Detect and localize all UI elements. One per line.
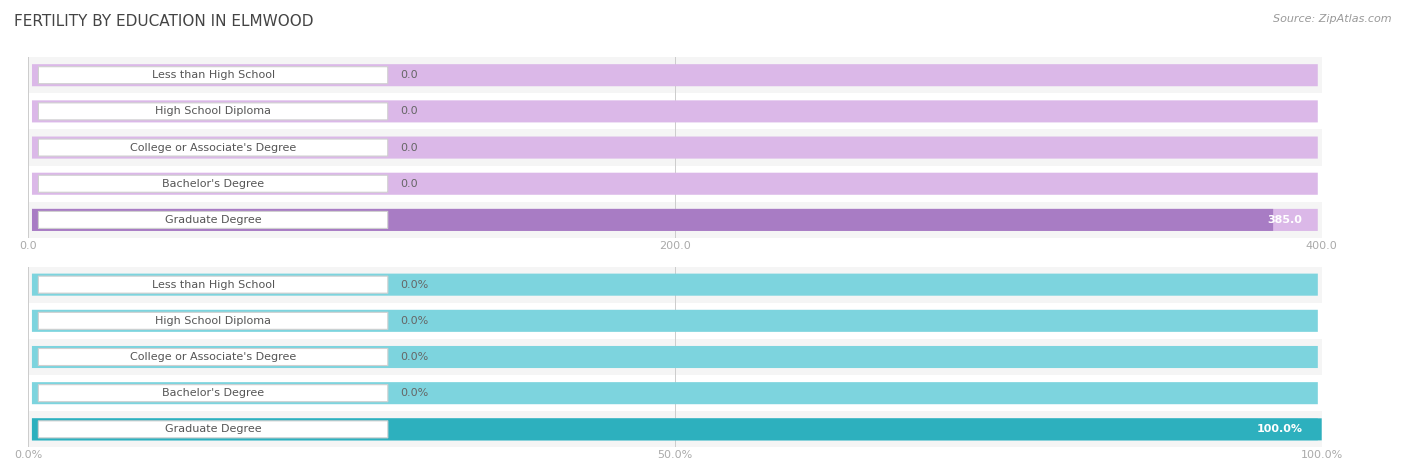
FancyBboxPatch shape [32,209,1317,231]
Bar [28,166,1322,202]
Bar [28,267,1322,303]
FancyBboxPatch shape [32,346,1317,368]
Text: Less than High School: Less than High School [152,279,274,290]
FancyBboxPatch shape [32,382,1317,404]
FancyBboxPatch shape [38,276,388,293]
Bar [28,202,1322,238]
Text: High School Diploma: High School Diploma [155,316,271,326]
Bar [28,411,1322,447]
Bar [28,93,1322,129]
FancyBboxPatch shape [32,100,1317,122]
FancyBboxPatch shape [38,175,388,192]
Text: 0.0: 0.0 [401,142,418,153]
FancyBboxPatch shape [38,103,388,120]
Text: 0.0%: 0.0% [401,352,429,362]
Bar [28,57,1322,93]
Text: FERTILITY BY EDUCATION IN ELMWOOD: FERTILITY BY EDUCATION IN ELMWOOD [14,14,314,30]
Text: 0.0%: 0.0% [401,388,429,398]
FancyBboxPatch shape [32,418,1322,440]
Text: Graduate Degree: Graduate Degree [165,424,262,435]
Text: College or Associate's Degree: College or Associate's Degree [129,142,297,153]
Text: High School Diploma: High School Diploma [155,106,271,117]
Text: 0.0%: 0.0% [401,279,429,290]
FancyBboxPatch shape [38,211,388,228]
FancyBboxPatch shape [32,209,1274,231]
Bar [28,303,1322,339]
FancyBboxPatch shape [38,139,388,156]
FancyBboxPatch shape [32,173,1317,195]
Bar [28,375,1322,411]
FancyBboxPatch shape [38,312,388,329]
Bar [28,129,1322,166]
FancyBboxPatch shape [32,418,1317,440]
Text: Less than High School: Less than High School [152,70,274,80]
Text: 0.0%: 0.0% [401,316,429,326]
FancyBboxPatch shape [38,385,388,402]
FancyBboxPatch shape [38,421,388,438]
Text: Bachelor's Degree: Bachelor's Degree [162,178,264,189]
FancyBboxPatch shape [32,310,1317,332]
Bar [28,339,1322,375]
FancyBboxPatch shape [38,348,388,366]
Text: 0.0: 0.0 [401,106,418,117]
Text: Bachelor's Degree: Bachelor's Degree [162,388,264,398]
Text: 0.0: 0.0 [401,70,418,80]
FancyBboxPatch shape [38,67,388,84]
Text: Graduate Degree: Graduate Degree [165,215,262,225]
Text: 385.0: 385.0 [1267,215,1302,225]
Text: College or Associate's Degree: College or Associate's Degree [129,352,297,362]
FancyBboxPatch shape [32,137,1317,159]
Text: 0.0: 0.0 [401,178,418,189]
FancyBboxPatch shape [32,64,1317,86]
FancyBboxPatch shape [32,274,1317,296]
Text: Source: ZipAtlas.com: Source: ZipAtlas.com [1274,14,1392,24]
Text: 100.0%: 100.0% [1256,424,1302,435]
